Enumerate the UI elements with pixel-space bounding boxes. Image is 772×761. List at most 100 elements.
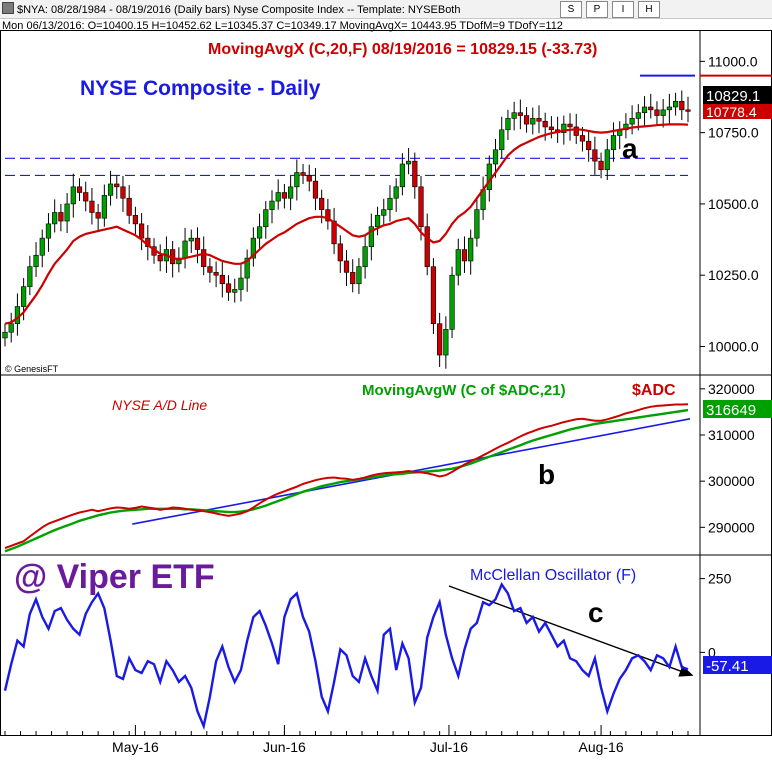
candle-body [8, 323, 14, 333]
oscillator-last-value: -57.41 [706, 658, 749, 675]
candle-body [294, 172, 300, 188]
candle-body [505, 118, 511, 131]
candle-body [443, 329, 449, 356]
candle-body [219, 274, 225, 285]
candle-body [139, 223, 145, 239]
candle-body [275, 192, 281, 202]
candle-body [300, 172, 306, 176]
candle-body [244, 257, 250, 279]
candle-body [387, 197, 393, 210]
candle-body [492, 149, 499, 165]
candle-body [331, 220, 337, 245]
candle-body [256, 226, 263, 239]
candle-body [107, 183, 114, 196]
candle-body [579, 135, 586, 142]
candle-body [679, 100, 685, 111]
candle-body [120, 186, 126, 199]
ad-moving-average-line [4, 408, 689, 553]
candle-body [418, 186, 424, 228]
candle-body [542, 120, 548, 128]
ma-last-value: 10778.4 [706, 104, 757, 120]
candle-body [188, 237, 194, 242]
oscillator-trendline [448, 585, 687, 674]
candle-body [449, 274, 455, 330]
candle-body [64, 203, 70, 222]
candle-body [530, 118, 536, 125]
candle-body [2, 331, 8, 339]
candle-body [45, 223, 52, 239]
candle-body [548, 126, 554, 131]
candle-body [238, 277, 244, 290]
symbol-title: $NYA: 08/28/1984 - 08/19/2016 (Daily bar… [2, 2, 461, 16]
ad-last-value: 316649 [706, 402, 756, 419]
candle-body [424, 226, 430, 267]
candle-body [132, 215, 138, 225]
x-tick-label: Jun-16 [263, 739, 306, 755]
y-tick-label: 10000.0 [708, 338, 759, 354]
price-panel: NYSE Composite - Daily MovingAvgX (C,20,… [2, 41, 772, 374]
candle-body [486, 163, 492, 190]
oscillator-last-tag: -57.41 [703, 656, 772, 675]
candle-body [517, 112, 523, 116]
candle-body [306, 175, 312, 182]
candle-body [343, 260, 350, 273]
candle-body [319, 197, 325, 210]
button-s[interactable]: S [560, 1, 582, 18]
candle-body [114, 183, 120, 188]
x-tick-label: Jul-16 [430, 739, 468, 755]
oscillator-title: McClellan Oscillator (F) [470, 567, 636, 584]
candle-body [523, 115, 530, 125]
button-p[interactable]: P [586, 1, 608, 18]
price-last-value: 10829.1 [706, 88, 760, 105]
mcclellan-oscillator-line [3, 582, 689, 731]
candle-body [635, 112, 641, 119]
candle-body [350, 272, 356, 285]
y-tick-label: 320000 [708, 381, 755, 397]
candle-body [561, 123, 567, 133]
y-tick-label: 300000 [708, 473, 755, 489]
candle-body [374, 215, 381, 228]
candle-body [610, 135, 617, 151]
annotation-b: b [538, 459, 555, 490]
chart-app-icon [2, 2, 14, 14]
candle-body [412, 160, 418, 188]
ad-ma-label: MovingAvgW (C of $ADC,21) [362, 382, 566, 399]
candle-body [157, 254, 163, 262]
y-tick-label: 310000 [708, 427, 755, 443]
button-h[interactable]: H [638, 1, 660, 18]
candle-body [573, 126, 579, 136]
candle-body [474, 209, 480, 239]
chart-header: $NYA: 08/28/1984 - 08/19/2016 (Daily bar… [0, 0, 772, 19]
ad-title: NYSE A/D Line [112, 397, 207, 413]
button-i[interactable]: I [612, 1, 634, 18]
y-tick-label: 10250.0 [708, 267, 759, 283]
candle-body [325, 209, 331, 222]
candle-body [672, 100, 679, 108]
candle-body [269, 200, 275, 210]
price-candles [2, 90, 691, 369]
ad-line [4, 403, 689, 550]
candle-body [592, 149, 598, 162]
candle-body [405, 160, 412, 165]
candle-body [101, 195, 107, 219]
price-indicator-label: MovingAvgX (C,20,F) 08/19/2016 = 10829.1… [208, 41, 597, 58]
ad-series-label: $ADC [632, 382, 676, 399]
candle-body [213, 272, 219, 276]
ohlc-readout: Mon 06/13/2016: O=10400.15 H=10452.62 L=… [2, 20, 563, 32]
candle-body [468, 237, 474, 262]
candle-body [176, 257, 182, 265]
candle-body [362, 246, 368, 267]
candle-body [499, 129, 505, 151]
candle-body [685, 109, 691, 112]
candle-body [567, 123, 573, 128]
candle-body [511, 112, 517, 119]
candle-body [629, 118, 635, 125]
y-tick-label: 250 [708, 571, 732, 587]
oscillator-panel: @ Viper ETF McClellan Oscillator (F) c 0… [3, 558, 772, 755]
candle-body [27, 266, 33, 287]
candle-body [76, 186, 83, 193]
annotation-c: c [588, 597, 604, 628]
candle-body [393, 186, 399, 199]
candle-body [536, 118, 542, 122]
